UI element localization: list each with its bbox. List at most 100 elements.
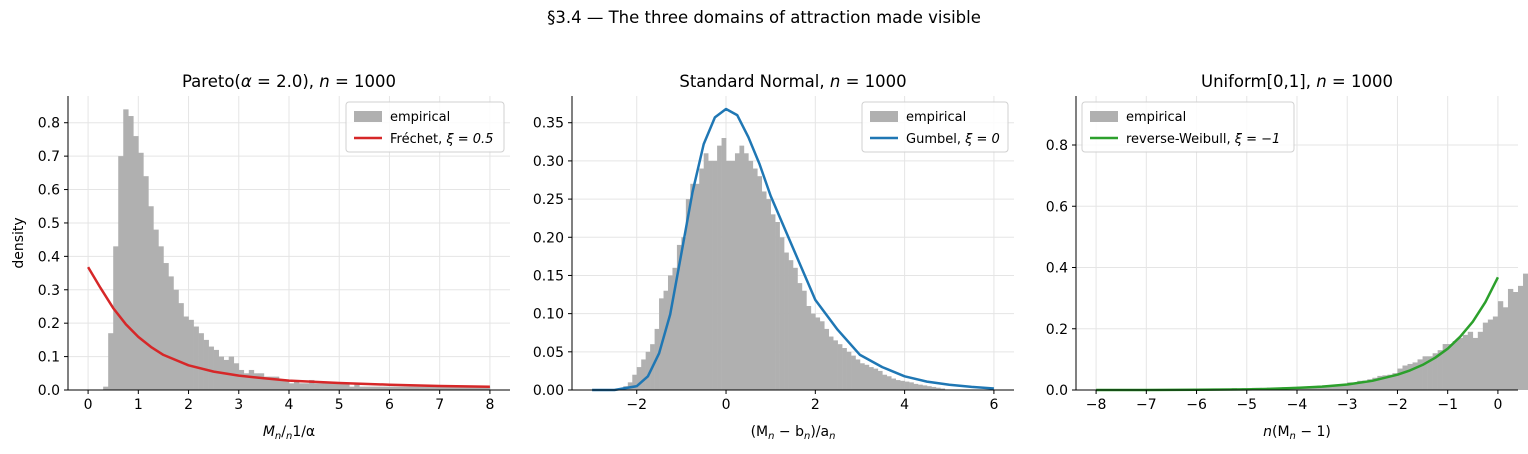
histogram-bar bbox=[757, 176, 763, 390]
histogram-bar bbox=[1447, 344, 1454, 390]
x-tick-label: 4 bbox=[285, 397, 294, 413]
histogram-bar bbox=[1462, 334, 1469, 390]
legend-frame bbox=[345, 101, 505, 153]
panel-title-part: Pareto( bbox=[182, 72, 241, 91]
panel-title-part: n bbox=[1316, 72, 1326, 91]
histogram-bar bbox=[694, 183, 700, 390]
legend-curve-name: reverse-Weibull, bbox=[1126, 132, 1235, 147]
histogram-bar bbox=[882, 374, 888, 390]
histogram-bar bbox=[1512, 292, 1519, 390]
x-tick-label: −2 bbox=[626, 397, 647, 413]
histogram-bar bbox=[663, 290, 669, 390]
histogram-bar bbox=[253, 373, 260, 390]
histogram-bar bbox=[1362, 380, 1368, 390]
histogram-bar bbox=[379, 386, 385, 390]
histogram-bar bbox=[1412, 362, 1418, 390]
x-axis-label-part: 1/α bbox=[292, 424, 315, 440]
histogram-bar bbox=[198, 333, 204, 390]
histogram-bar bbox=[743, 153, 749, 390]
histogram-bar bbox=[173, 289, 179, 390]
histogram-bar bbox=[123, 109, 129, 390]
histogram-bar bbox=[158, 246, 164, 390]
histogram-bar bbox=[909, 382, 914, 390]
legend-frame bbox=[1081, 101, 1295, 153]
histogram-bar bbox=[394, 386, 400, 390]
histogram-bar bbox=[334, 383, 340, 390]
histogram-bar bbox=[828, 336, 834, 390]
histogram-bar bbox=[263, 376, 270, 390]
limit-curve-weibull bbox=[1096, 276, 1500, 392]
y-tick-label: 0.4 bbox=[1046, 261, 1068, 277]
histogram-bar bbox=[632, 374, 638, 390]
y-tick-label: 0.2 bbox=[1046, 322, 1068, 338]
histogram-bar bbox=[248, 369, 255, 390]
limit-curve-frechet bbox=[87, 266, 490, 388]
histogram-bar bbox=[824, 328, 830, 390]
histogram-bar bbox=[474, 386, 481, 390]
histogram-bar bbox=[931, 386, 937, 390]
y-tick-label: 0.00 bbox=[533, 383, 564, 399]
histogram-bar bbox=[404, 386, 410, 390]
histogram-bar bbox=[143, 176, 149, 390]
histogram-bar bbox=[384, 386, 390, 390]
legend-curve-xi: ξ = −1 bbox=[1234, 132, 1281, 147]
histogram-bar bbox=[444, 386, 451, 390]
histogram-bar bbox=[1457, 337, 1464, 390]
histogram-bar bbox=[1367, 379, 1373, 390]
histogram-bar bbox=[1352, 382, 1358, 390]
histogram-bar bbox=[681, 237, 687, 390]
histogram-bar bbox=[108, 333, 114, 390]
histogram-bar bbox=[283, 379, 290, 390]
histogram-bar bbox=[183, 316, 189, 390]
panel-pareto-frechet: 0 1 2 3 4 5 6 7 8 0.0 0.1 0.2 0.3 0.4 0.5 0.6 0.7 0.8 Pare… bbox=[11, 72, 510, 442]
histogram-bar bbox=[891, 378, 896, 390]
histogram-bar bbox=[409, 386, 415, 390]
x-axis-label-part: n bbox=[804, 431, 810, 442]
panel-title-part: α bbox=[241, 72, 252, 91]
x-tick-label: 6 bbox=[385, 397, 394, 413]
histogram-bar bbox=[364, 386, 370, 390]
histogram-bar bbox=[721, 138, 727, 390]
x-axis-label: (Mn − bn)/an bbox=[751, 424, 836, 442]
histogram-bar bbox=[801, 290, 807, 390]
histogram-bar bbox=[636, 367, 642, 390]
histogram-bar bbox=[935, 387, 941, 390]
histogram-bar bbox=[1417, 359, 1423, 390]
histogram-bar bbox=[851, 355, 856, 390]
histogram-bar bbox=[793, 267, 798, 390]
x-axis-label-part: (M bbox=[751, 424, 769, 440]
histogram-bar bbox=[842, 348, 847, 390]
legend-curve-xi: ξ = 0.5 bbox=[445, 132, 493, 147]
panel-title: Uniform[0,1], n = 1000 bbox=[1201, 72, 1393, 91]
histogram-bar bbox=[1427, 356, 1433, 390]
histogram-bar bbox=[203, 339, 209, 390]
x-tick-label: −2 bbox=[1387, 397, 1408, 413]
x-tick-label: 7 bbox=[435, 397, 444, 413]
histogram-bar bbox=[717, 145, 722, 390]
histogram-bar bbox=[153, 229, 159, 390]
histogram-bar bbox=[1472, 337, 1479, 390]
histogram-bar bbox=[900, 380, 905, 390]
x-axis-label-part: − 1) bbox=[1296, 424, 1331, 440]
histogram-bar bbox=[1518, 285, 1524, 390]
x-axis-label-part: n bbox=[286, 431, 292, 442]
histogram-bar bbox=[1437, 350, 1443, 390]
histogram-bar bbox=[752, 168, 758, 390]
histogram-bar bbox=[685, 199, 691, 390]
histogram-bar bbox=[268, 376, 275, 390]
panel-title-part: n bbox=[830, 72, 840, 91]
histogram-bar bbox=[1402, 365, 1408, 390]
legend-label-curve: reverse-Weibull, ξ = −1 bbox=[1126, 132, 1280, 147]
x-axis-label: Mn/n1/α bbox=[263, 424, 315, 442]
histogram-bar bbox=[904, 381, 910, 390]
x-axis-label-part: (M bbox=[1272, 424, 1290, 440]
y-axis-label: density bbox=[11, 217, 27, 268]
y-tick-label: 0.4 bbox=[38, 249, 60, 265]
y-tick-label: 0.0 bbox=[38, 383, 60, 399]
histogram-bar bbox=[748, 160, 754, 390]
histogram-bar bbox=[469, 386, 476, 390]
panel-title: Standard Normal, n = 1000 bbox=[679, 72, 906, 91]
histogram-bar bbox=[641, 359, 646, 390]
y-tick-label: 0.0 bbox=[1046, 383, 1068, 399]
histogram-bar bbox=[730, 160, 736, 390]
